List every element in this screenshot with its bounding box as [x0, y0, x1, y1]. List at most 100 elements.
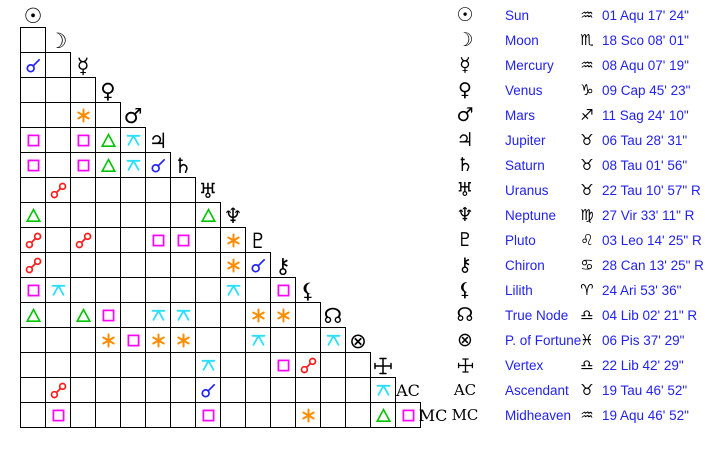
chiron-icon: ⚷: [458, 254, 472, 276]
aspect-cell-jupiter-sun: [20, 127, 46, 153]
sign-aqu-icon: ♒: [580, 406, 594, 424]
aspect-cell-vertex-chiron: [270, 352, 296, 378]
aspect-cell-midheaven-pluto: [245, 402, 271, 428]
quincunx-icon: [50, 282, 67, 299]
aspect-cell-neptune-mercury: [70, 202, 96, 228]
aspect-cell-vertex-saturn: [170, 352, 196, 378]
table-row-chiron: ⚷ Chiron ♋ 28 Can 13' 25" R: [450, 253, 705, 278]
aspect-cell-jupiter-mercury: [70, 127, 96, 153]
square-icon: [50, 407, 67, 424]
aspect-cell-midheaven-chiron: [270, 402, 296, 428]
aspect-cell-fortune-sun: [20, 327, 46, 353]
aspect-cell-midheaven-vertex: [370, 402, 396, 428]
table-row-mars: ♂ Mars ♐ 11 Sag 24' 10": [450, 103, 705, 128]
planet-position: 06 Pis 37' 29": [602, 333, 685, 348]
sextile-icon: [175, 332, 192, 349]
table-row-sun: ☉ Sun ♒ 01 Aqu 17' 24": [450, 3, 705, 28]
sign-tau-icon: ♉: [580, 181, 594, 199]
ascendant-icon: AC: [453, 381, 477, 399]
aspect-cell-true-node-moon: [45, 302, 71, 328]
planet-name: Sun: [505, 8, 530, 23]
planet-position: 09 Cap 45' 23": [602, 83, 691, 98]
aspect-cell-neptune-jupiter: [145, 202, 171, 228]
aspect-cell-lilith-chiron: [270, 277, 296, 303]
aspect-cell-neptune-saturn: [170, 202, 196, 228]
square-icon: [25, 282, 42, 299]
table-row-fortune: ⊗ P. of Fortune ♓ 06 Pis 37' 29": [450, 328, 705, 353]
aspect-cell-ascendant-mars: [120, 377, 146, 403]
aspect-cell-ascendant-uranus: [195, 377, 221, 403]
trine-icon: [25, 307, 42, 324]
planet-position: 18 Sco 08' 01": [602, 33, 689, 48]
aspect-cell-vertex-mercury: [70, 352, 96, 378]
aspect-cell-neptune-mars: [120, 202, 146, 228]
aspect-cell-fortune-saturn: [170, 327, 196, 353]
trine-icon: [75, 307, 92, 324]
planet-name: Chiron: [505, 258, 545, 273]
conjunction-icon: [250, 257, 267, 274]
aspect-cell-true-node-mercury: [70, 302, 96, 328]
square-icon: [400, 407, 417, 424]
aspect-cell-mercury-moon: [45, 52, 71, 78]
aspect-cell-midheaven-true-node: [320, 402, 346, 428]
lilith-icon: ⚸: [458, 279, 472, 301]
uranus-icon: ♅: [456, 179, 474, 201]
aspect-cell-venus-mercury: [70, 77, 96, 103]
planet-position: 24 Ari 53' 36": [602, 283, 682, 298]
pluto-icon: ♇: [248, 228, 268, 253]
sign-sco-icon: ♏: [580, 31, 594, 49]
square-icon: [175, 232, 192, 249]
aspect-cell-chiron-pluto: [245, 252, 271, 278]
sign-cap-icon: ♑: [580, 81, 594, 99]
aspect-cell-chiron-neptune: [220, 252, 246, 278]
aspect-cell-midheaven-ascendant: [395, 402, 421, 428]
aspect-cell-vertex-moon: [45, 352, 71, 378]
aspect-cell-midheaven-jupiter: [145, 402, 171, 428]
aspect-cell-uranus-mars: [120, 177, 146, 203]
trine-icon: [375, 407, 392, 424]
square-icon: [75, 132, 92, 149]
planet-position: 08 Tau 01' 56": [602, 158, 688, 173]
aspect-cell-uranus-saturn: [170, 177, 196, 203]
aspect-cell-ascendant-true-node: [320, 377, 346, 403]
aspect-cell-vertex-venus: [95, 352, 121, 378]
aspect-cell-chiron-sun: [20, 252, 46, 278]
table-row-venus: ♀ Venus ♑ 09 Cap 45' 23": [450, 78, 705, 103]
aspect-cell-midheaven-lilith: [295, 402, 321, 428]
aspect-cell-pluto-mercury: [70, 227, 96, 253]
aspect-cell-vertex-neptune: [220, 352, 246, 378]
aspect-cell-midheaven-mercury: [70, 402, 96, 428]
aspect-cell-ascendant-moon: [45, 377, 71, 403]
aspect-cell-mars-moon: [45, 102, 71, 128]
quincunx-icon: [250, 332, 267, 349]
aspect-cell-chiron-jupiter: [145, 252, 171, 278]
moon-icon: ☽: [48, 28, 68, 53]
aspect-cell-ascendant-chiron: [270, 377, 296, 403]
aspect-cell-lilith-mars: [120, 277, 146, 303]
ascendant-icon: AC: [396, 381, 420, 400]
sextile-icon: [100, 332, 117, 349]
aspect-cell-chiron-saturn: [170, 252, 196, 278]
aspect-cell-pluto-jupiter: [145, 227, 171, 253]
table-row-mercury: ☿ Mercury ♒ 08 Aqu 07' 19": [450, 53, 705, 78]
planet-position: 27 Vir 33' 11" R: [602, 208, 695, 223]
aspect-cell-jupiter-moon: [45, 127, 71, 153]
square-icon: [125, 332, 142, 349]
vertex-icon: [450, 353, 480, 378]
aspect-cell-vertex-mars: [120, 352, 146, 378]
square-icon: [150, 232, 167, 249]
aspect-cell-pluto-neptune: [220, 227, 246, 253]
midheaven-icon: MC: [418, 406, 448, 425]
aspect-cell-midheaven-saturn: [170, 402, 196, 428]
aspect-cell-midheaven-fortune: [345, 402, 371, 428]
aspect-cell-ascendant-saturn: [170, 377, 196, 403]
aspect-cell-fortune-moon: [45, 327, 71, 353]
planet-position: 03 Leo 14' 25" R: [602, 233, 702, 248]
planet-name: Mars: [505, 108, 535, 123]
sign-ari-icon: ♈: [580, 281, 594, 299]
square-icon: [275, 357, 292, 374]
sextile-icon: [300, 407, 317, 424]
sextile-icon: [75, 107, 92, 124]
aspect-cell-true-node-jupiter: [145, 302, 171, 328]
